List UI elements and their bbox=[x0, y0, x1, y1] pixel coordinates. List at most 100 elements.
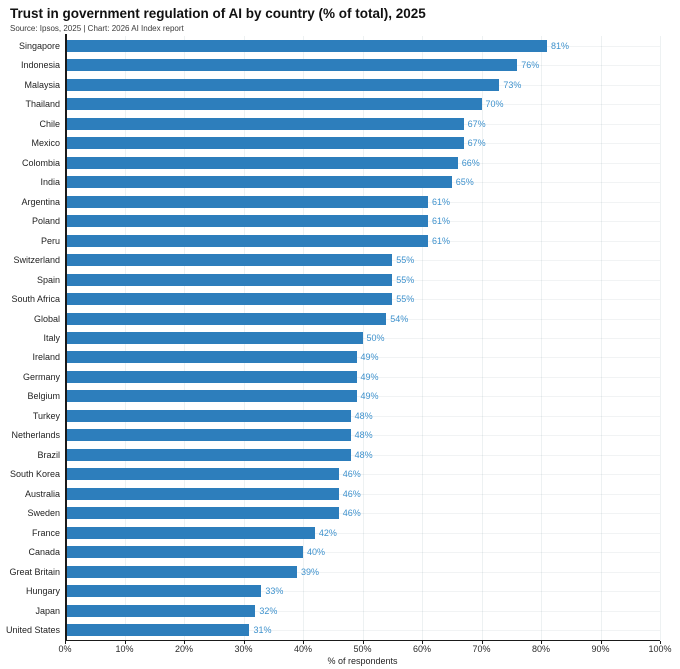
bar-row: Malaysia 73% bbox=[24, 75, 660, 94]
bar bbox=[65, 468, 339, 481]
category-label: Thailand bbox=[25, 99, 60, 110]
category-label: Switzerland bbox=[13, 255, 60, 266]
bar-row: Great Britain 39% bbox=[9, 562, 660, 581]
bar bbox=[65, 429, 351, 442]
bar bbox=[65, 448, 351, 461]
bar-row: Belgium 49% bbox=[27, 387, 660, 406]
value-label: 55% bbox=[396, 255, 415, 266]
bar bbox=[65, 156, 458, 169]
bar bbox=[65, 117, 464, 130]
value-label: 55% bbox=[396, 294, 415, 305]
bar-row: Thailand 70% bbox=[25, 94, 660, 113]
value-label: 61% bbox=[431, 196, 450, 207]
x-axis-tick-label: 10% bbox=[115, 644, 134, 654]
bar bbox=[65, 195, 428, 208]
value-label: 55% bbox=[396, 274, 415, 285]
bar-chart: Singapore 81% Indonesia 76% Malaysia 73% Thail… bbox=[6, 34, 672, 666]
category-label: Mexico bbox=[31, 138, 60, 149]
category-label: Australia bbox=[24, 488, 60, 499]
bar bbox=[65, 293, 393, 306]
value-label: 49% bbox=[360, 352, 379, 363]
bar-row: Hungary 33% bbox=[26, 582, 660, 601]
category-label: Brazil bbox=[37, 449, 60, 460]
bar bbox=[65, 390, 357, 403]
x-axis-tick bbox=[422, 641, 423, 644]
x-axis-tick bbox=[541, 641, 542, 644]
bar-row: Germany 49% bbox=[23, 367, 660, 386]
y-axis-line bbox=[65, 34, 67, 640]
value-label: 49% bbox=[360, 371, 379, 382]
category-label: India bbox=[40, 177, 60, 188]
x-axis-tick bbox=[660, 641, 661, 644]
category-label: France bbox=[31, 527, 60, 538]
category-label: South Korea bbox=[9, 469, 60, 480]
bar-row: France 42% bbox=[32, 523, 660, 542]
x-axis-tick bbox=[65, 641, 66, 644]
bar bbox=[65, 507, 339, 520]
category-label: Chile bbox=[39, 118, 60, 129]
x-axis-tick-label: 40% bbox=[293, 644, 313, 654]
value-label: 54% bbox=[390, 313, 409, 324]
bar-row: India 65% bbox=[40, 172, 660, 191]
bar bbox=[65, 137, 464, 150]
bar bbox=[65, 526, 315, 539]
x-axis: 0% 10% 20% 30% 40% 50% 60% 70% 80% 90% 100% bbox=[58, 640, 672, 654]
value-label: 49% bbox=[360, 391, 379, 402]
value-label: 40% bbox=[307, 547, 326, 558]
category-label: Poland bbox=[31, 216, 60, 227]
bar-row: Ireland 49% bbox=[32, 348, 660, 367]
bar bbox=[65, 78, 500, 91]
page-subtitle: Source: Ipsos, 2025 | Chart: 2026 AI Ind… bbox=[10, 24, 184, 33]
x-axis-tick-label: 20% bbox=[174, 644, 194, 654]
value-label: 39% bbox=[301, 566, 320, 577]
bar-row: Indonesia 76% bbox=[21, 55, 660, 74]
category-label: Global bbox=[33, 313, 60, 324]
x-axis-tick-label: 0% bbox=[58, 644, 72, 654]
bar-row: Sweden 46% bbox=[27, 504, 660, 523]
gridline bbox=[600, 36, 602, 640]
bar bbox=[65, 273, 393, 286]
category-label: Netherlands bbox=[11, 430, 60, 441]
x-axis-tick bbox=[600, 641, 602, 644]
category-label: Argentina bbox=[21, 196, 60, 207]
value-label: 31% bbox=[253, 625, 272, 636]
bar-row: Canada 40% bbox=[28, 543, 660, 562]
bar bbox=[65, 585, 262, 598]
value-label: 61% bbox=[431, 216, 450, 227]
bar-row: United States 31% bbox=[6, 621, 660, 640]
x-axis-tick-label: 60% bbox=[412, 644, 432, 654]
bar bbox=[65, 234, 428, 247]
bar bbox=[65, 98, 482, 111]
category-label: Turkey bbox=[32, 410, 60, 421]
bar-row: Poland 61% bbox=[32, 211, 660, 230]
bar bbox=[65, 546, 303, 559]
x-axis-tick-label: 90% bbox=[591, 644, 610, 654]
bar-row: Singapore 81% bbox=[19, 36, 660, 55]
bar bbox=[65, 624, 250, 637]
bar-row: Argentina 61% bbox=[21, 192, 660, 211]
category-label: Belgium bbox=[27, 391, 60, 402]
bar-row: Colombia 66% bbox=[22, 153, 660, 172]
x-axis-tick bbox=[362, 641, 364, 644]
category-label: Canada bbox=[28, 547, 60, 558]
gridline bbox=[362, 36, 364, 640]
bar-row: Peru 61% bbox=[41, 231, 660, 250]
x-axis-tick bbox=[184, 641, 185, 644]
bar-row: Chile 67% bbox=[39, 114, 660, 133]
category-label: Peru bbox=[40, 235, 60, 246]
value-label: 50% bbox=[366, 333, 385, 343]
category-label: Germany bbox=[22, 371, 60, 382]
value-label: 42% bbox=[318, 527, 337, 538]
x-axis-tick bbox=[303, 641, 304, 644]
bar-row: Australia 46% bbox=[25, 484, 660, 503]
value-label: 46% bbox=[342, 469, 361, 480]
category-label: Japan bbox=[35, 605, 60, 616]
value-label: 73% bbox=[503, 79, 522, 90]
bar bbox=[65, 604, 256, 617]
bar bbox=[65, 332, 363, 344]
bar-row: Spain 55% bbox=[37, 270, 660, 289]
value-label: 48% bbox=[354, 449, 373, 460]
value-label: 76% bbox=[521, 60, 540, 71]
bar-rows: Singapore 81% Indonesia 76% Malaysia 73% Thail… bbox=[6, 34, 661, 640]
